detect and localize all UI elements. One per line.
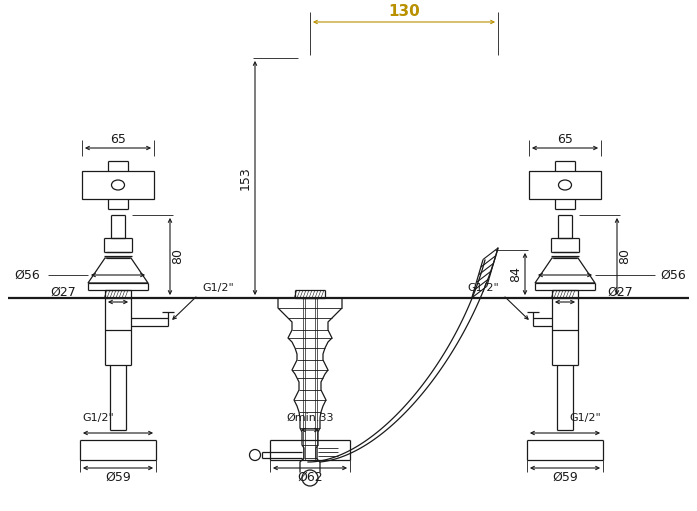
Text: Ø62: Ø62 bbox=[297, 471, 323, 483]
Text: 153: 153 bbox=[238, 166, 252, 190]
Text: 80: 80 bbox=[171, 248, 185, 265]
Text: 80: 80 bbox=[618, 248, 631, 265]
Text: Ø59: Ø59 bbox=[105, 471, 131, 483]
Text: Ømin.33: Ømin.33 bbox=[286, 413, 334, 423]
Text: G1/2": G1/2" bbox=[467, 283, 499, 293]
Text: 130: 130 bbox=[388, 4, 420, 18]
Text: 84: 84 bbox=[510, 266, 523, 282]
Text: 65: 65 bbox=[557, 132, 573, 146]
Bar bbox=[529, 171, 601, 199]
Text: G1/2": G1/2" bbox=[82, 413, 114, 423]
Text: Ø56: Ø56 bbox=[14, 268, 40, 282]
Text: Ø56: Ø56 bbox=[660, 268, 686, 282]
Text: G1/2": G1/2" bbox=[202, 283, 233, 293]
Text: 65: 65 bbox=[110, 132, 126, 146]
Text: Ø59: Ø59 bbox=[552, 471, 578, 483]
Text: G1/2": G1/2" bbox=[569, 413, 601, 423]
Text: Ø27: Ø27 bbox=[607, 286, 633, 298]
Text: Ø27: Ø27 bbox=[50, 286, 76, 298]
Bar bbox=[82, 171, 154, 199]
